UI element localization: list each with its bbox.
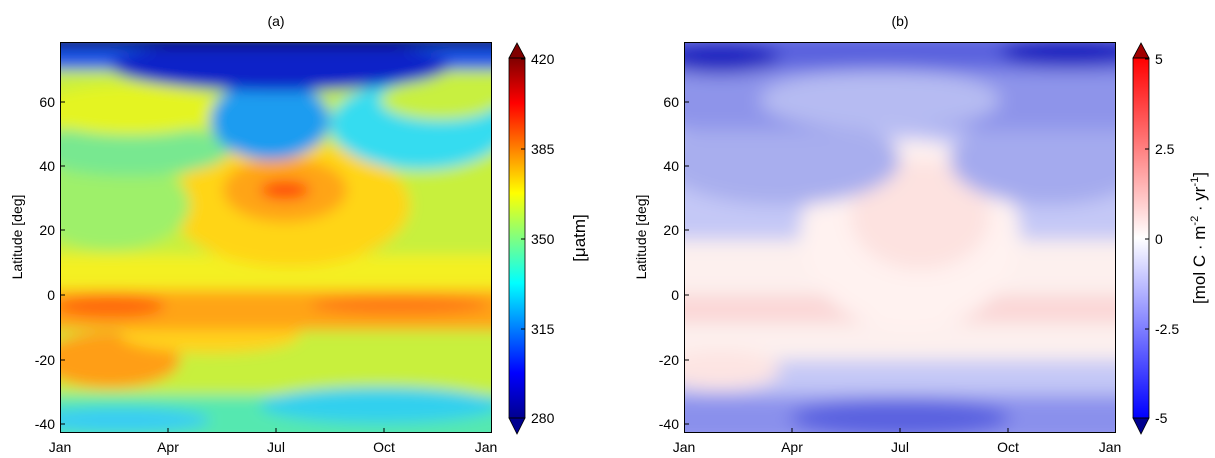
panel-a-x-axis: Jan Apr Jul Oct Jan bbox=[49, 428, 498, 455]
y-tick-label: -20 bbox=[659, 352, 679, 368]
y-axis-label: Latitude [deg] bbox=[633, 195, 649, 280]
colorbar-tick: -2.5 bbox=[1155, 321, 1179, 337]
y-tick-label: -40 bbox=[659, 416, 679, 432]
y-tick-label: 40 bbox=[39, 158, 55, 174]
panel-a: (a) bbox=[9, 13, 589, 455]
panel-a-y-axis: 60 40 20 0 -20 -40 Latitude [deg] bbox=[9, 94, 65, 432]
y-tick-label: 40 bbox=[663, 158, 679, 174]
colorbar-label-exp: -2 bbox=[1189, 216, 1201, 226]
colorbar-tick: 350 bbox=[531, 231, 555, 247]
x-tick-label: Jan bbox=[1099, 439, 1122, 455]
x-tick-label: Jan bbox=[673, 439, 696, 455]
panel-b-y-axis: 60 40 20 0 -20 -40 Latitude [deg] bbox=[633, 94, 689, 432]
y-tick-label: 0 bbox=[47, 287, 55, 303]
colorbar-label-end: ] bbox=[1190, 172, 1209, 177]
colorbar-label-main: [mol C · m bbox=[1190, 226, 1209, 304]
x-tick-label: Oct bbox=[373, 439, 395, 455]
x-tick-label: Jan bbox=[49, 439, 72, 455]
y-tick-label: 0 bbox=[671, 287, 679, 303]
x-tick-label: Jul bbox=[891, 439, 909, 455]
panel-a-title: (a) bbox=[267, 13, 284, 29]
panel-b-x-axis: Jan Apr Jul Oct Jan bbox=[673, 428, 1122, 455]
panel-a-heatmap bbox=[60, 42, 492, 433]
colorbar-tick: 420 bbox=[531, 51, 555, 67]
y-tick-label: 20 bbox=[663, 222, 679, 238]
x-tick-label: Jul bbox=[267, 439, 285, 455]
y-tick-label: 60 bbox=[39, 94, 55, 110]
y-tick-label: 20 bbox=[39, 222, 55, 238]
panel-b: (b) bbox=[633, 13, 1209, 455]
colorbar-tick: 2.5 bbox=[1155, 141, 1175, 157]
colorbar-tick: -5 bbox=[1155, 410, 1168, 426]
colorbar-label: [mol C · m-2 · yr-1] bbox=[1189, 172, 1209, 304]
colorbar-tick: 0 bbox=[1155, 231, 1163, 247]
colorbar-tick: 280 bbox=[531, 410, 555, 426]
colorbar-tick: 385 bbox=[531, 141, 555, 157]
panel-b-colorbar: 5 2.5 0 -2.5 -5 [mol C · m-2 · yr-1] bbox=[1132, 42, 1209, 435]
y-tick-label: 60 bbox=[663, 94, 679, 110]
colorbar-label-mid: · yr bbox=[1190, 186, 1209, 216]
panel-b-heatmap bbox=[684, 42, 1116, 433]
panel-a-colorbar: 420 385 350 315 280 [μatm] bbox=[508, 42, 589, 435]
colorbar-label-exp: -1 bbox=[1189, 177, 1201, 187]
x-tick-label: Apr bbox=[781, 439, 803, 455]
y-axis-label: Latitude [deg] bbox=[9, 195, 25, 280]
y-tick-label: -20 bbox=[35, 352, 55, 368]
panel-b-title: (b) bbox=[891, 13, 908, 29]
x-tick-label: Oct bbox=[997, 439, 1019, 455]
colorbar-tick: 315 bbox=[531, 321, 555, 337]
x-tick-label: Apr bbox=[157, 439, 179, 455]
colorbar-label: [μatm] bbox=[570, 214, 589, 262]
colorbar-tick: 5 bbox=[1155, 51, 1163, 67]
x-tick-label: Jan bbox=[475, 439, 498, 455]
y-tick-label: -40 bbox=[35, 416, 55, 432]
